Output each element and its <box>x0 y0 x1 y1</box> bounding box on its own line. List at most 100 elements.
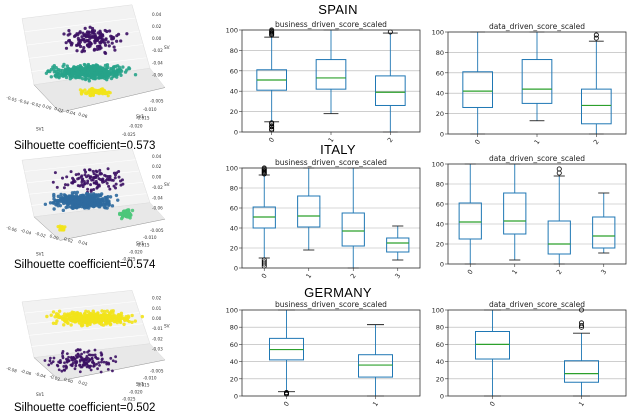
x-tick-label: -0.08 <box>6 365 18 373</box>
scatter-point <box>71 176 75 180</box>
scatter-point <box>112 184 116 188</box>
scatter-point <box>114 355 118 359</box>
flier-point <box>578 320 584 326</box>
scatter-point <box>117 175 121 179</box>
scatter-point <box>77 348 81 352</box>
scatter-point <box>64 366 68 370</box>
flier-point <box>578 322 584 328</box>
x-tick-label: 0.04 <box>78 239 89 247</box>
scatter-point <box>96 31 100 35</box>
scatter-point <box>97 183 101 187</box>
scatter-point <box>55 202 59 206</box>
scatter-point <box>74 349 78 353</box>
y-tick-label: 80 <box>436 181 444 189</box>
x-tick-label: 1 <box>577 400 586 408</box>
scatter-point <box>130 320 134 324</box>
scatter-point <box>91 169 95 173</box>
x-tick-label: 0.06 <box>78 111 89 119</box>
scatter-point <box>80 365 84 369</box>
x-tick-label: 3 <box>393 272 402 280</box>
y-tick-label: -0.020 <box>129 249 143 254</box>
scatter-point <box>119 73 123 78</box>
scatter-point <box>66 196 70 200</box>
scatter-point <box>67 314 71 319</box>
scatter-point <box>62 323 66 327</box>
y-axis-label: SV1 <box>136 241 145 246</box>
scatter-point <box>105 181 109 185</box>
scatter-point <box>102 360 106 364</box>
box <box>297 195 321 228</box>
scatter-point <box>86 187 90 191</box>
y-tick-label: -0.015 <box>136 383 150 388</box>
scatter-point <box>104 75 109 79</box>
scatter-point <box>108 187 112 191</box>
z-tick-label: 0.02 <box>152 24 162 29</box>
y-tick-label: 20 <box>230 245 238 253</box>
y-tick-label: 100 <box>432 307 444 315</box>
scatter-point <box>107 73 111 78</box>
scatter-point <box>125 32 129 36</box>
scatter-point <box>75 49 79 53</box>
x-tick-label: 0 <box>267 136 276 144</box>
scatter-point <box>73 179 77 183</box>
scatter-point <box>92 172 96 176</box>
x-tick-label: -0.06 <box>20 368 32 376</box>
scatter-point <box>107 203 111 207</box>
scatter-point <box>94 90 98 94</box>
scatter-point <box>73 66 77 70</box>
scatter-point <box>62 365 66 368</box>
scatter-point <box>88 358 92 362</box>
scatter-point <box>105 197 109 201</box>
scatter-point <box>72 356 75 360</box>
z-axis-label: SV2 <box>164 323 170 328</box>
scatter-point <box>79 175 83 179</box>
flier-point <box>556 166 562 172</box>
scatter-point <box>64 364 68 368</box>
scatter-point <box>87 364 91 368</box>
cluster-3d-scatter-italy: -0.06 -0.04 -0.02 0.00 0.02 0.04-0.025-0.020-… <box>6 148 170 261</box>
scatter-point <box>88 176 92 180</box>
scatter-point <box>60 351 64 355</box>
scatter-point <box>56 69 60 73</box>
scatter-point <box>89 188 93 192</box>
scatter-point <box>86 34 90 38</box>
scatter-point <box>55 72 59 76</box>
scatter-point <box>84 356 88 360</box>
pane-gridline <box>24 159 136 172</box>
scatter-point <box>94 314 98 319</box>
scatter-point <box>75 355 79 359</box>
scatter-point <box>105 69 109 73</box>
scatter-point <box>107 29 112 33</box>
scatter-point <box>93 353 97 357</box>
scatter-point <box>119 39 123 43</box>
scatter-point <box>57 368 61 372</box>
scatter-point <box>73 367 77 371</box>
scatter-point <box>111 314 116 319</box>
scatter-point <box>55 185 59 189</box>
x-tick-label: 0.02 <box>78 379 89 387</box>
y-tick-label: -0.005 <box>150 99 164 104</box>
scatter-point <box>99 370 103 374</box>
scatter-point <box>62 186 66 190</box>
scatter-point <box>68 73 72 78</box>
x-axis-label: SV1 <box>36 126 45 131</box>
scatter-point <box>70 363 74 367</box>
scatter-point <box>54 75 59 79</box>
scatter-point <box>97 74 101 79</box>
chart-title: business_driven_score_scaled <box>275 20 387 29</box>
chart-title: business_driven_score_scaled <box>275 300 387 309</box>
scatter-point <box>103 319 108 323</box>
x-tick-label: 0.04 <box>66 109 77 117</box>
scatter-point <box>80 318 84 323</box>
scatter-point <box>98 65 103 69</box>
scatter-point <box>77 42 81 47</box>
scatter-point <box>116 198 120 202</box>
scatter-point <box>68 32 72 36</box>
scatter-point <box>97 361 101 365</box>
scatter-point <box>80 35 84 39</box>
scatter-point <box>103 50 107 55</box>
scatter-point <box>91 176 95 180</box>
scatter-point <box>100 309 104 313</box>
box <box>564 360 599 383</box>
y-tick-label: 100 <box>432 29 444 37</box>
